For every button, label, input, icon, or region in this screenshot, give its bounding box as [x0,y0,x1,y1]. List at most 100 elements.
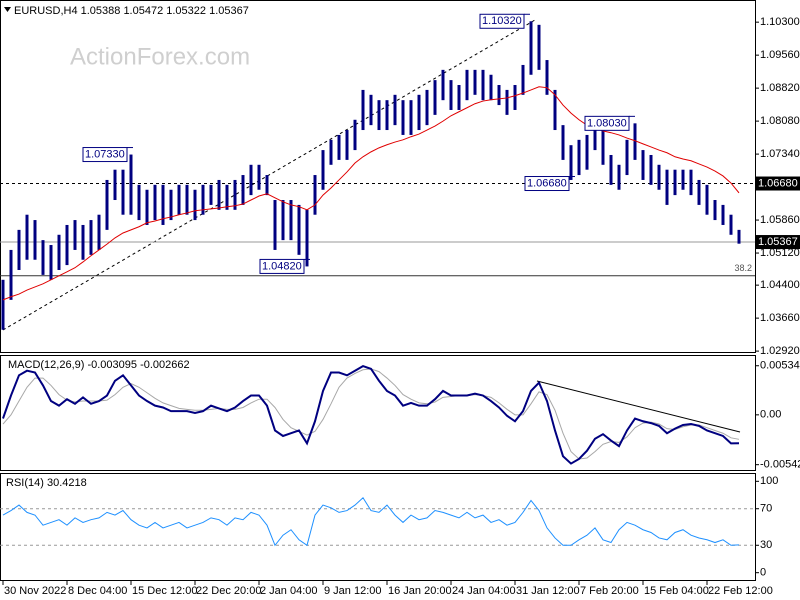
price-bar [393,94,397,126]
price-bar [617,164,621,190]
price-bar [369,94,373,126]
x-tick-label: 2 Jan 04:00 [260,585,318,597]
price-bar [457,85,461,110]
price-bar [553,89,557,131]
price-bar [585,134,589,170]
main-panel-frame [0,0,756,353]
price-bar [569,145,573,180]
price-bar [345,130,349,160]
price-bar [689,169,693,196]
price-bar [641,150,645,180]
price-bar [353,119,357,151]
price-bar [281,200,285,241]
price-bar [729,214,733,235]
annotation-label: 1.10320 [482,15,522,27]
y-tick-label: 1.08080 [760,115,800,127]
price-bar [161,184,165,225]
x-tick-label: 22 Dec 20:00 [196,585,261,597]
price-bar [105,179,109,230]
price-bar [609,154,613,185]
chart-title: EURUSD,H4 1.05388 1.05472 1.05322 1.0536… [14,5,249,17]
price-bar [49,245,53,280]
price-bar [321,150,325,190]
y-tick-label: 1.04400 [760,279,800,291]
y-tick-label: 0.00534 [760,360,800,372]
price-bar [737,229,741,244]
price-bar [721,204,725,225]
price-bar [385,100,389,131]
price-bar [273,200,277,250]
price-bar [113,169,117,201]
price-bar [217,179,221,210]
x-tick-label: 8 Dec 04:00 [68,585,127,597]
x-tick-label: 22 Feb 12:00 [708,585,773,597]
price-bar [169,189,173,221]
price-bar [145,189,149,225]
price-bar [705,184,709,215]
last-price-label: 1.05367 [758,236,798,248]
annotation-label: 1.04820 [262,260,302,272]
price-bar [153,184,157,221]
title-marker [4,7,11,12]
price-bar [313,175,317,215]
price-bar [33,220,37,260]
price-bar [201,184,205,215]
price-bar [137,184,141,221]
y-tick-label: 1.08820 [760,82,800,94]
price-bar [73,220,77,250]
y-tick-label: 30 [760,539,772,551]
price-bar [505,89,509,115]
price-bar [225,184,229,210]
price-bar [297,204,301,255]
y-tick-label: 0 [760,567,766,579]
macd-panel-frame [0,355,756,471]
price-bar [41,240,45,275]
y-tick-label: 1.10300 [760,16,800,28]
price-bar [681,169,685,190]
price-bar [497,85,501,106]
y-tick-label: 0.00 [760,409,781,421]
price-bar [9,249,13,300]
price-bar [305,209,309,267]
indicator-title: RSI(14) 30.4218 [6,477,87,489]
macd-trend-line [536,380,741,433]
indicator-title: MACD(12,26,9) -0.003095 -0.002662 [8,359,190,371]
price-bar [57,234,61,270]
x-tick-label: 30 Nov 2022 [4,585,66,597]
price-bar [177,184,181,215]
price-bar [625,139,629,176]
y-tick-label: 70 [760,503,772,515]
price-bar [561,125,565,160]
annotation-box [584,115,630,131]
price-bar [289,200,293,241]
price-bar [361,89,365,131]
moving-average [2,86,740,301]
price-bar [521,64,525,95]
y-tick-label: 1.09560 [760,49,800,61]
annotation-box [259,258,305,274]
price-bar [545,60,549,95]
price-bar [449,80,453,110]
annotation-box [82,147,128,163]
price-bar [433,80,437,115]
y-tick-label: 1.02920 [760,345,800,357]
price-bar [249,164,253,196]
price-bar [665,169,669,205]
price-bar [337,134,341,160]
y-tick-label: 1.05860 [760,214,800,226]
annotation-label: 1.08030 [587,117,627,129]
x-tick-label: 31 Jan 12:00 [516,585,580,597]
annotation-label: 1.06680 [527,177,567,189]
price-bar [233,179,237,210]
macd-line [2,365,740,465]
x-tick-label: 16 Jan 20:00 [388,585,452,597]
price-bar [121,169,125,215]
annotation-label: 1.07330 [85,148,125,160]
price-bar [209,184,213,205]
trend-channel-line [2,19,536,331]
price-bar [537,24,541,70]
price-bar [81,224,85,260]
level-box [756,176,800,191]
y-tick-label: 1.03660 [760,312,800,324]
